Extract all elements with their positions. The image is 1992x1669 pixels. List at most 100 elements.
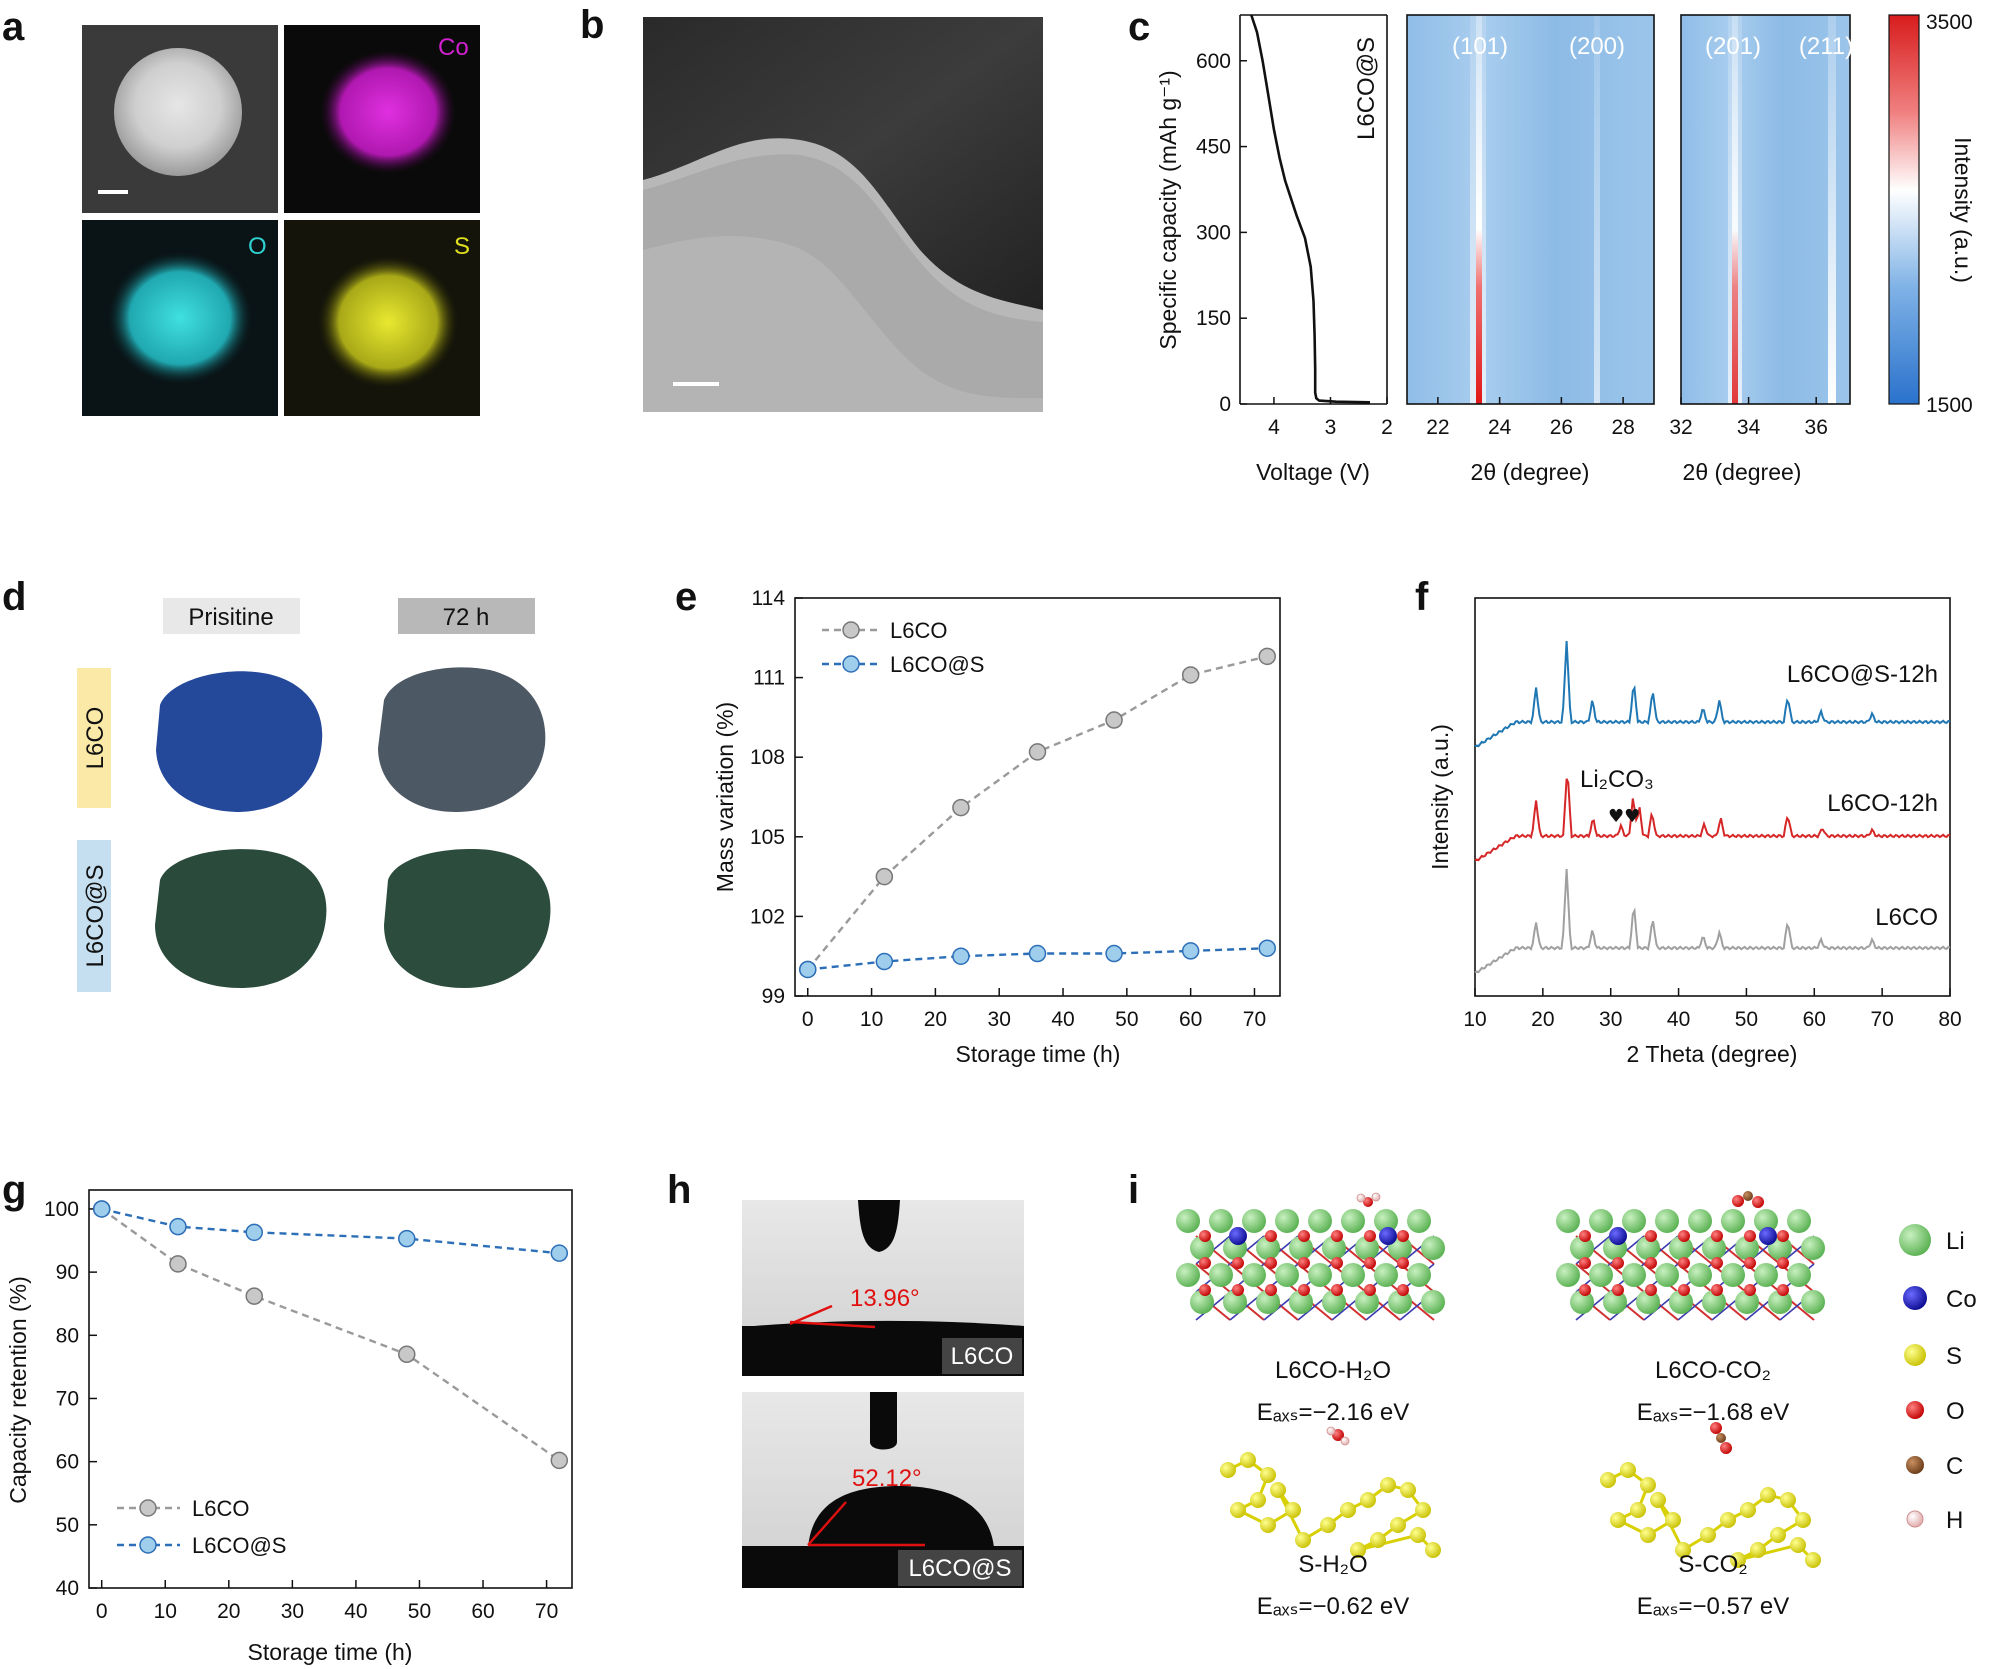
c-xtick-label: 4 bbox=[1268, 416, 1280, 439]
s-atom bbox=[1250, 1492, 1266, 1508]
s-atom bbox=[1640, 1477, 1656, 1493]
o-atom bbox=[1777, 1284, 1789, 1296]
g-xtick-label: 70 bbox=[535, 1600, 558, 1623]
s-atom bbox=[1650, 1492, 1666, 1508]
o-atom bbox=[1579, 1257, 1591, 1269]
g-ytick-label: 100 bbox=[44, 1198, 79, 1221]
g-point-l6co bbox=[245, 1287, 263, 1305]
o-map-particle bbox=[108, 252, 252, 384]
li-atom bbox=[1688, 1209, 1712, 1233]
legend-o: O bbox=[1946, 1398, 1965, 1425]
li-atom bbox=[1176, 1263, 1200, 1287]
e-xtick-label: 60 bbox=[1179, 1008, 1202, 1031]
s-atom bbox=[1425, 1542, 1441, 1558]
g-point-l6cos bbox=[169, 1217, 187, 1236]
o-atom bbox=[1710, 1422, 1722, 1434]
row-l6cos-bg bbox=[77, 840, 111, 992]
s-atom-icon bbox=[1904, 1344, 1926, 1366]
e-ytick-label: 102 bbox=[750, 905, 785, 928]
colorbar-label: Intensity (a.u.) bbox=[1950, 137, 1976, 283]
li-atom bbox=[1341, 1209, 1365, 1233]
li-atom bbox=[1735, 1290, 1759, 1314]
pristine-header-bg bbox=[163, 598, 300, 634]
g-ylabel: Capacity retention (%) bbox=[5, 1276, 31, 1504]
g-ytick-label: 90 bbox=[56, 1261, 79, 1284]
o-atom bbox=[1397, 1257, 1409, 1269]
s-atom bbox=[1295, 1532, 1311, 1548]
g-legend-marker-l6co bbox=[139, 1499, 157, 1517]
capacity-axis-label: Specific capacity (mAh g⁻¹) bbox=[1155, 70, 1181, 349]
h-atom bbox=[1356, 1193, 1366, 1203]
o-atom bbox=[1744, 1230, 1756, 1242]
li-atom bbox=[1242, 1209, 1266, 1233]
s-atom bbox=[1410, 1527, 1426, 1543]
h-atom-icon bbox=[1906, 1510, 1924, 1528]
panel-label-i: i bbox=[1128, 1168, 1139, 1212]
o-atom bbox=[1331, 1284, 1343, 1296]
s-atom bbox=[1400, 1482, 1416, 1498]
o-atom bbox=[1265, 1284, 1277, 1296]
panel-label-c: c bbox=[1128, 5, 1150, 49]
li2co3-heart-icon: ♥♥ bbox=[1608, 806, 1640, 827]
o-atom bbox=[1265, 1257, 1277, 1269]
colorbar-max: 3500 bbox=[1926, 11, 1973, 34]
peak-200-streak bbox=[1594, 15, 1600, 404]
o-atom bbox=[1265, 1230, 1277, 1242]
f-xtick-label: 40 bbox=[1667, 1008, 1690, 1031]
s-atom bbox=[1415, 1502, 1431, 1518]
li-atom bbox=[1655, 1209, 1679, 1233]
legend-co: Co bbox=[1946, 1286, 1977, 1313]
li-atom bbox=[1669, 1290, 1693, 1314]
e-xtick-label: 30 bbox=[988, 1008, 1011, 1031]
li-atom-icon bbox=[1899, 1224, 1931, 1256]
c-xtick-label: 2 bbox=[1381, 416, 1393, 439]
li-atom bbox=[1289, 1290, 1313, 1314]
colorbar: 3500 1500 Intensity (a.u.) bbox=[1888, 11, 1976, 417]
li-atom bbox=[1570, 1290, 1594, 1314]
li-atom bbox=[1322, 1290, 1346, 1314]
xrd-curve-l6co-12h bbox=[1474, 778, 1951, 862]
label-s-co2: S-CO₂ bbox=[1678, 1551, 1747, 1578]
li-atom bbox=[1322, 1236, 1346, 1260]
s-atom bbox=[1270, 1482, 1286, 1498]
li-atom bbox=[1655, 1263, 1679, 1287]
label-l6co-h2o: L6CO-H₂O bbox=[1275, 1357, 1391, 1384]
li-atom bbox=[1275, 1209, 1299, 1233]
li-atom bbox=[1355, 1236, 1379, 1260]
s-atom bbox=[1380, 1477, 1396, 1493]
f-xtick-label: 70 bbox=[1870, 1008, 1893, 1031]
s-atom bbox=[1750, 1542, 1766, 1558]
c-ytick-label: 450 bbox=[1196, 136, 1231, 159]
m2-tick-label: 36 bbox=[1805, 416, 1828, 439]
e-ytick-label: 105 bbox=[750, 826, 785, 849]
energy-s-co2: Eₐₓₛ=−0.57 eV bbox=[1637, 1593, 1790, 1620]
heatmap-2-bg bbox=[1681, 15, 1850, 404]
xrd-curve-l6cos-12h bbox=[1474, 641, 1951, 748]
e-point-l6co bbox=[1105, 711, 1123, 729]
h-atom bbox=[1326, 1426, 1336, 1436]
o-atom bbox=[1397, 1284, 1409, 1296]
o-atom bbox=[1298, 1284, 1310, 1296]
cluster-s-co2 bbox=[1600, 1422, 1821, 1568]
needle-2 bbox=[870, 1392, 897, 1450]
g-line-l6cos bbox=[101, 1207, 560, 1255]
e-legend: L6CO L6CO@S bbox=[822, 618, 984, 677]
e-point-l6cos bbox=[1181, 942, 1200, 960]
e-xtick-label: 40 bbox=[1051, 1008, 1074, 1031]
angle-value-1: 13.96° bbox=[850, 1285, 920, 1312]
o-atom bbox=[1645, 1230, 1657, 1242]
legend-s: S bbox=[1946, 1343, 1962, 1370]
heatmap-2: (201) (211) 32 34 36 2θ (degree) bbox=[1669, 14, 1853, 485]
li-atom bbox=[1374, 1209, 1398, 1233]
peak-label-200: (200) bbox=[1569, 33, 1625, 60]
co-atom bbox=[1759, 1227, 1777, 1245]
row-l6co-label: L6CO bbox=[82, 707, 109, 770]
scale-bar bbox=[98, 190, 128, 194]
g-point-l6cos bbox=[245, 1223, 263, 1242]
g-ytick-label: 80 bbox=[56, 1324, 79, 1347]
needle-drop-1 bbox=[858, 1200, 900, 1252]
m1-tick-label: 28 bbox=[1611, 416, 1634, 439]
e-line-l6co bbox=[806, 655, 1268, 971]
s-atom bbox=[1805, 1552, 1821, 1568]
li-atom bbox=[1176, 1209, 1200, 1233]
